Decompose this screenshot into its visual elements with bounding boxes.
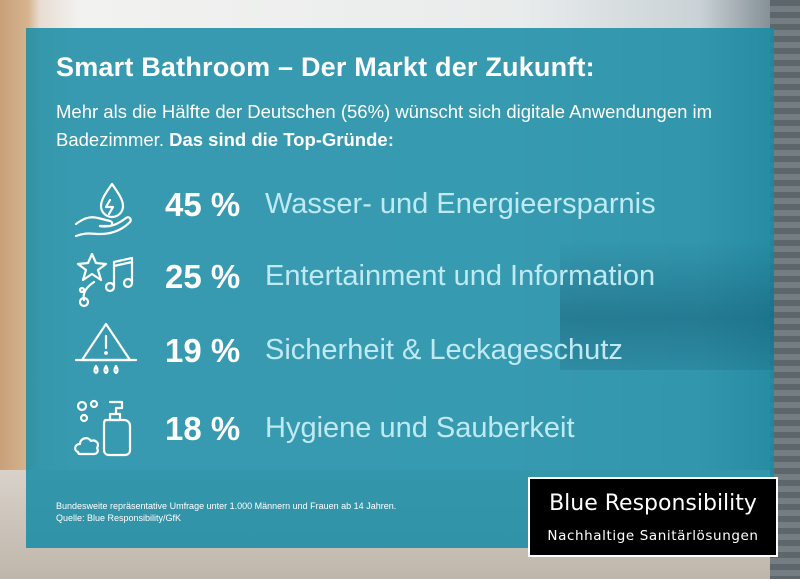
reason-label: Sicherheit & Leckageschutz [265,334,623,366]
reason-label: Hygiene und Sauberkeit [265,412,575,444]
footnote-survey: Bundesweite repräsentative Umfrage unter… [56,501,397,511]
reason-value: 19 % [165,332,241,369]
logo-subtitle: Nachhaltige Sanitärlösungen [547,528,759,544]
soap-bubbles-icon [74,399,138,457]
star-music-icon [74,252,138,308]
subtitle-bold: Das sind die Top-Gründe: [169,129,394,150]
info-panel [26,28,774,548]
panel-skyline-shade [560,240,774,370]
footnote: Bundesweite repräsentative Umfrage unter… [56,500,396,524]
footnote-source: Quelle: Blue Responsibility/GfK [56,513,182,523]
reason-row: 18 % Hygiene und Sauberkeit [0,399,800,460]
infographic-title: Smart Bathroom – Der Markt der Zukunft: [56,52,595,82]
logo-title: Blue Responsibility [549,491,757,516]
warning-leak-icon [74,322,138,378]
reason-label: Wasser- und Energieersparnis [265,188,656,220]
reason-label: Entertainment und Information [265,260,656,292]
subtitle-text: Mehr als die Hälfte der Deutschen (56%) … [56,101,713,150]
water-hand-icon [74,180,138,238]
reason-row: 25 % Entertainment und Information [0,252,800,308]
reason-value: 18 % [165,410,241,447]
reason-row: 19 % Sicherheit & Leckageschutz [0,322,800,382]
reason-value: 45 % [165,186,241,223]
reason-row: 45 % Wasser- und Energieersparnis [0,180,800,238]
reason-value: 25 % [165,258,241,295]
infographic-subtitle: Mehr als die Hälfte der Deutschen (56%) … [56,98,746,154]
brand-logo: Blue Responsibility Nachhaltige Sanitärl… [528,477,778,557]
